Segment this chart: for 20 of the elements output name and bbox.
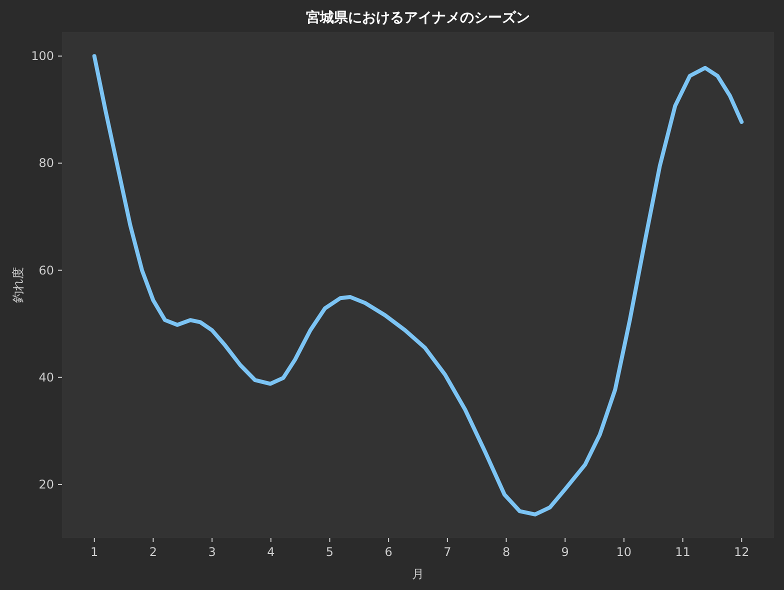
- x-tick-label: 6: [384, 545, 392, 559]
- y-tick-label: 40: [38, 370, 54, 384]
- x-tick-label: 2: [149, 545, 158, 559]
- y-tick-label: 20: [38, 477, 54, 492]
- y-tick-label: 100: [31, 49, 54, 64]
- x-axis-title: 月: [412, 567, 424, 581]
- x-tick-label: 7: [444, 545, 452, 559]
- x-tick-label: 1: [90, 545, 98, 559]
- y-axis-title: 釣れ度: [11, 267, 25, 303]
- y-tick-label: 60: [38, 263, 54, 278]
- x-tick-label: 4: [267, 545, 275, 559]
- x-tick-label: 3: [208, 545, 216, 559]
- x-tick-label: 9: [561, 545, 569, 559]
- chart-title: 宮城県におけるアイナメのシーズン: [306, 9, 530, 26]
- x-tick-label: 8: [502, 545, 510, 559]
- y-tick-label: 80: [38, 156, 54, 170]
- x-tick-label: 12: [734, 545, 750, 559]
- x-tick-label: 11: [675, 545, 690, 559]
- x-tick-label: 10: [616, 545, 632, 559]
- x-tick-label: 5: [326, 545, 334, 559]
